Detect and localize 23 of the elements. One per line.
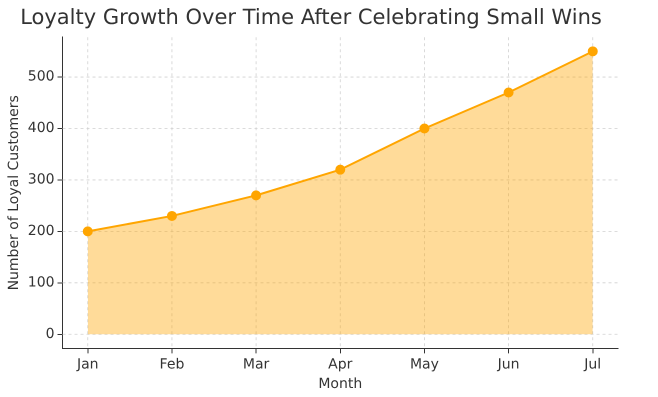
x-tick-label: Apr [328, 356, 353, 372]
y-axis-title: Number of Loyal Customers [6, 95, 22, 290]
y-tick-label: 200 [28, 223, 55, 240]
point [335, 164, 346, 175]
x-tick-label: Jun [496, 356, 520, 372]
point [166, 210, 177, 221]
point [251, 190, 262, 200]
x-tick-label: Mar [242, 356, 270, 372]
x-tick-label: May [410, 356, 439, 372]
x-tick-label: Feb [160, 356, 184, 372]
y-tick-label: 100 [28, 274, 55, 290]
chart-title: Loyalty Growth Over Time After Celebrating Small Wins [20, 5, 602, 30]
x-tick-label: Jul [583, 356, 602, 372]
point [82, 226, 93, 236]
point [588, 46, 598, 56]
x-axis-title: Month [318, 376, 362, 392]
y-tick-label: 500 [28, 68, 55, 85]
y-tick-label: 300 [28, 172, 55, 188]
y-tick-label: 400 [28, 120, 55, 136]
point [504, 87, 514, 98]
y-tick-label: 0 [46, 326, 55, 342]
x-tick-label: Jan [76, 356, 99, 372]
point [419, 124, 430, 134]
